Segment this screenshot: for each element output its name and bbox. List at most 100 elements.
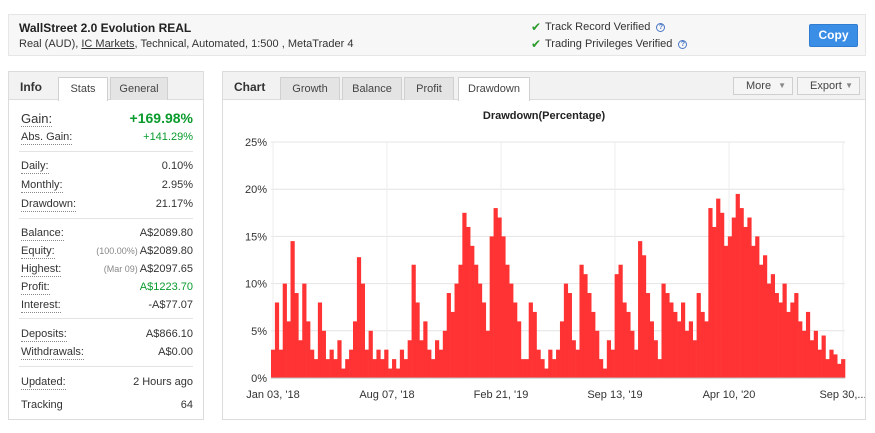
drawdown-bar	[825, 359, 830, 378]
drawdown-bar	[450, 311, 455, 378]
copy-button[interactable]: Copy	[809, 24, 858, 47]
more-dropdown[interactable]: More ▼	[733, 77, 793, 95]
drawdown-bar	[528, 302, 533, 378]
drawdown-bar	[696, 293, 701, 378]
deposits-row: Deposits: A$866.10	[19, 328, 193, 344]
drawdown-bar	[677, 321, 682, 378]
drawdown-bar	[645, 293, 651, 378]
drawdown-bar	[665, 293, 670, 378]
tab-drawdown[interactable]: Drawdown	[458, 77, 530, 101]
drawdown-bar	[552, 359, 557, 378]
drawdown-bar	[470, 245, 475, 378]
x-tick-label: Jan 03, '18	[246, 389, 299, 401]
drawdown-bar	[341, 368, 346, 378]
drawdown-label: Drawdown:	[21, 198, 77, 212]
export-dropdown[interactable]: Export ▼	[797, 77, 860, 95]
drawdown-bar	[638, 241, 643, 378]
drawdown-bar	[446, 293, 451, 378]
drawdown-bar	[407, 340, 412, 378]
drawdown-bar	[833, 354, 838, 378]
tab-balance[interactable]: Balance	[342, 77, 402, 100]
trading-privileges-label: Trading Privileges Verified	[545, 38, 673, 50]
daily-label: Daily:	[21, 160, 49, 174]
withdrawals-label: Withdrawals:	[21, 346, 84, 360]
equity-value-wrap: (100.00%) A$2089.80	[96, 245, 193, 258]
drawdown-bar	[454, 283, 459, 378]
tab-general[interactable]: General	[110, 77, 168, 100]
chart-label: Chart	[234, 80, 266, 94]
drawdown-bar	[774, 293, 779, 378]
tab-stats[interactable]: Stats	[58, 77, 108, 101]
drawdown-bar	[513, 302, 518, 378]
drawdown-bar	[727, 236, 733, 378]
abs-gain-value: +141.29%	[143, 131, 193, 143]
drawdown-bar	[610, 349, 615, 378]
y-tick-label: 25%	[245, 137, 267, 149]
divider	[19, 318, 193, 319]
drawdown-bar	[384, 349, 389, 378]
y-tick-label: 10%	[245, 279, 267, 291]
drawdown-bar	[427, 349, 432, 378]
drawdown-bar	[649, 321, 654, 378]
equity-row: Equity: (100.00%) A$2089.80	[19, 245, 193, 261]
tab-growth[interactable]: Growth	[280, 77, 340, 100]
drawdown-chart: 0% 5% 10% 15% 20% 25% Jan 03, '18 Aug 07, '18 Fe…	[245, 137, 865, 401]
highest-value: A$2097.65	[139, 263, 193, 275]
drawdown-bar	[509, 283, 514, 378]
drawdown-bar	[368, 330, 373, 378]
drawdown-bar	[817, 349, 822, 378]
drawdown-bar	[501, 236, 506, 378]
drawdown-bar	[333, 359, 338, 378]
drawdown-bar	[302, 283, 307, 378]
drawdown-bar	[321, 330, 326, 378]
deposits-label: Deposits:	[21, 328, 67, 342]
drawdown-bar	[837, 363, 842, 378]
drawdown-bar	[329, 349, 334, 378]
drawdown-bar	[325, 359, 330, 378]
drawdown-bar	[618, 264, 623, 378]
drawdown-bar	[809, 340, 815, 378]
drawdown-bar	[669, 302, 674, 378]
x-tick-label: Aug 07, '18	[359, 389, 414, 401]
drawdown-bar	[481, 302, 487, 378]
gain-row: Gain: +169.98%	[19, 111, 193, 127]
updated-row: Updated: 2 Hours ago	[19, 376, 193, 392]
drawdown-bar	[423, 321, 428, 378]
drawdown-bar	[493, 208, 498, 378]
broker-link[interactable]: IC Markets	[81, 38, 135, 50]
drawdown-bar	[392, 359, 397, 378]
chevron-down-icon: ▼	[845, 81, 853, 90]
drawdown-bar	[770, 274, 776, 378]
drawdown-bar	[353, 321, 358, 378]
drawdown-bar	[536, 349, 541, 378]
help-icon[interactable]: ?	[656, 22, 666, 32]
drawdown-bar	[489, 236, 494, 378]
x-tick-label: Apr 10, '20	[703, 389, 756, 401]
drawdown-bar	[587, 293, 592, 378]
drawdown-bar	[802, 330, 807, 378]
equity-label: Equity:	[21, 245, 55, 259]
highest-value-wrap: (Mar 09) A$2097.65	[104, 263, 193, 276]
tab-profit[interactable]: Profit	[404, 77, 454, 100]
help-icon[interactable]: ?	[678, 39, 688, 49]
drawdown-bar	[376, 349, 381, 378]
drawdown-bar	[739, 208, 744, 378]
chart-panel: Chart Growth Balance Profit Drawdown Mor…	[222, 71, 866, 420]
drawdown-bar	[563, 283, 569, 378]
daily-value: 0.10%	[161, 160, 193, 172]
drawdown-bar	[532, 311, 537, 378]
drawdown-value: 21.17%	[155, 198, 193, 210]
interest-label: Interest:	[21, 299, 61, 313]
drawdown-bar	[290, 241, 295, 378]
drawdown-bar	[723, 245, 729, 378]
deposits-value: A$866.10	[145, 328, 193, 340]
y-tick-label: 15%	[245, 231, 267, 243]
drawdown-bar	[778, 302, 783, 378]
interest-row: Interest: -A$77.07	[19, 299, 193, 315]
x-tick-label: Feb 21, '19	[474, 389, 529, 401]
drawdown-bar	[790, 302, 795, 378]
balance-label: Balance:	[21, 227, 64, 241]
track-record-label: Track Record Verified	[545, 21, 651, 33]
drawdown-bar	[458, 264, 463, 378]
drawdown-bar	[720, 212, 725, 378]
